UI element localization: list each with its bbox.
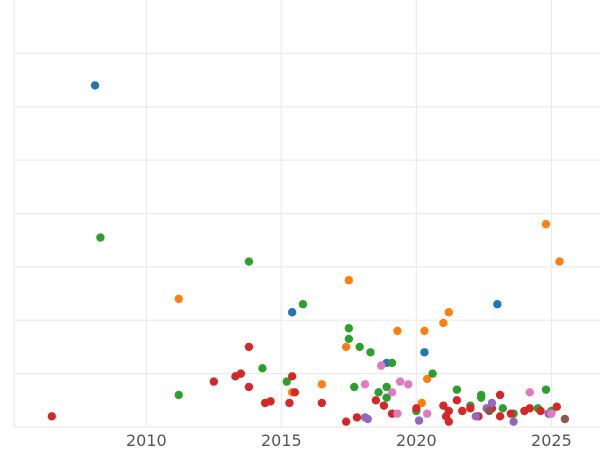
data-point bbox=[428, 369, 437, 378]
data-point bbox=[547, 409, 556, 418]
data-point bbox=[244, 382, 254, 392]
data-point bbox=[90, 81, 100, 90]
data-point bbox=[287, 308, 297, 317]
series-6 bbox=[485, 406, 570, 424]
x-tick-label: 2020 bbox=[396, 431, 437, 450]
data-point bbox=[379, 401, 389, 410]
data-point bbox=[493, 300, 502, 309]
data-point bbox=[506, 409, 516, 418]
x-tick-label: 2025 bbox=[531, 431, 572, 450]
data-point bbox=[371, 396, 381, 405]
data-point bbox=[382, 393, 391, 402]
data-point bbox=[355, 342, 364, 352]
data-point bbox=[560, 414, 570, 424]
data-point bbox=[487, 398, 497, 408]
data-point bbox=[452, 396, 462, 405]
data-point bbox=[285, 398, 294, 408]
data-point bbox=[344, 324, 354, 333]
data-point bbox=[258, 364, 267, 373]
data-point bbox=[287, 372, 297, 381]
data-point bbox=[525, 404, 534, 413]
x-tick-label: 2015 bbox=[261, 431, 302, 450]
data-point bbox=[495, 390, 505, 400]
data-point bbox=[509, 417, 518, 426]
data-point bbox=[209, 377, 219, 386]
data-point bbox=[96, 233, 105, 242]
data-point bbox=[290, 388, 300, 397]
data-point bbox=[414, 416, 424, 425]
data-point bbox=[360, 380, 370, 389]
data-point bbox=[422, 374, 432, 384]
series-7 bbox=[360, 361, 556, 418]
data-point bbox=[387, 358, 397, 368]
data-point bbox=[47, 412, 57, 421]
data-point bbox=[350, 382, 359, 392]
x-tick-label: 2010 bbox=[126, 431, 167, 450]
data-point bbox=[485, 406, 494, 416]
data-point bbox=[393, 409, 402, 418]
data-points bbox=[47, 81, 570, 426]
data-point bbox=[498, 404, 507, 413]
data-point bbox=[363, 414, 372, 424]
data-point bbox=[422, 409, 432, 418]
data-point bbox=[444, 417, 453, 426]
data-point bbox=[417, 398, 426, 408]
data-point bbox=[471, 412, 480, 421]
data-point bbox=[174, 390, 183, 400]
data-point bbox=[352, 413, 362, 422]
data-point bbox=[458, 406, 467, 416]
data-point bbox=[374, 388, 383, 397]
data-point bbox=[236, 369, 246, 378]
data-point bbox=[439, 318, 448, 328]
data-point bbox=[174, 294, 183, 304]
data-point bbox=[266, 397, 275, 406]
data-point bbox=[541, 385, 551, 394]
data-point bbox=[452, 385, 462, 394]
data-point bbox=[466, 404, 475, 413]
data-point bbox=[420, 326, 429, 336]
data-point bbox=[412, 404, 421, 413]
data-point bbox=[344, 334, 354, 344]
data-point bbox=[525, 388, 534, 397]
series-4 bbox=[47, 342, 561, 426]
data-point bbox=[393, 326, 402, 336]
data-point bbox=[317, 380, 327, 389]
data-point bbox=[444, 308, 453, 317]
data-point bbox=[382, 382, 391, 392]
data-point bbox=[495, 412, 505, 421]
series-3 bbox=[96, 233, 556, 418]
x-tick-labels: 2010 2015 2020 2025 bbox=[126, 431, 572, 450]
data-point bbox=[317, 398, 327, 408]
data-point bbox=[377, 361, 386, 370]
data-point bbox=[541, 219, 551, 229]
data-point bbox=[439, 401, 448, 410]
data-point bbox=[387, 388, 397, 397]
data-point bbox=[344, 276, 354, 285]
data-point bbox=[395, 377, 405, 386]
data-point bbox=[282, 377, 291, 386]
grid-lines bbox=[13, 0, 600, 428]
data-point bbox=[244, 257, 254, 266]
data-point bbox=[404, 380, 413, 389]
data-point bbox=[341, 417, 351, 426]
data-point bbox=[298, 300, 308, 309]
data-point bbox=[476, 393, 486, 402]
data-point bbox=[555, 257, 564, 266]
data-point bbox=[341, 342, 351, 352]
data-point bbox=[366, 348, 375, 357]
data-point bbox=[444, 406, 453, 416]
data-point bbox=[536, 406, 545, 416]
data-point bbox=[420, 348, 429, 357]
data-point bbox=[552, 402, 561, 411]
data-point bbox=[244, 342, 254, 352]
